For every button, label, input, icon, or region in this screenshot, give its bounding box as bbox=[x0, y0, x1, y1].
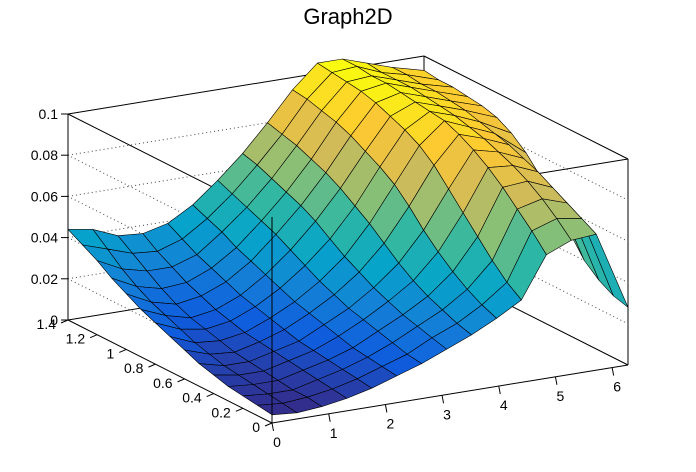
x-tick-label: 1 bbox=[330, 425, 338, 441]
x-tick bbox=[384, 404, 388, 413]
y-tick bbox=[177, 378, 185, 383]
x-tick-label: 2 bbox=[386, 416, 394, 432]
z-tick-label: 0.08 bbox=[31, 147, 58, 163]
x-tick bbox=[271, 422, 274, 432]
x-axis-ticks: 0 1 2 3 4 5 6 bbox=[271, 367, 621, 450]
y-tick bbox=[235, 407, 244, 412]
x-tick-label: 3 bbox=[443, 406, 451, 422]
x-tick-label: 4 bbox=[500, 397, 508, 413]
y-tick-label: 1.4 bbox=[37, 316, 57, 332]
y-axis-ticks: 0 0.2 0.4 0.6 0.8 1 1.2 1.4 bbox=[37, 316, 273, 435]
z-tick-label: 0.02 bbox=[31, 271, 58, 287]
y-tick-label: 0.2 bbox=[211, 404, 231, 420]
y-tick-label: 1.2 bbox=[66, 331, 86, 347]
chart-title: Graph2D bbox=[303, 4, 392, 29]
y-tick bbox=[148, 363, 156, 368]
z-tick-label: 0.06 bbox=[31, 188, 58, 204]
x-tick bbox=[441, 395, 445, 404]
z-tick-label: 0.04 bbox=[31, 230, 58, 246]
x-tick bbox=[498, 385, 501, 395]
y-tick-label: 0.6 bbox=[153, 375, 173, 391]
x-tick bbox=[328, 413, 331, 422]
z-axis-ticks: 0 0.02 0.04 0.06 0.08 0.1 bbox=[31, 106, 68, 328]
y-tick bbox=[89, 334, 98, 339]
y-tick-label: 0.8 bbox=[124, 360, 144, 376]
x-tick bbox=[611, 367, 615, 376]
y-tick-label: 0 bbox=[252, 419, 260, 435]
z-tick-label: 0 bbox=[50, 312, 58, 328]
x-tick bbox=[554, 376, 558, 385]
z-tick-label: 0.1 bbox=[39, 106, 59, 122]
front-frame bbox=[67, 114, 629, 424]
surface-cell bbox=[257, 402, 298, 416]
x-tick-label: 5 bbox=[557, 388, 565, 404]
x-tick-label: 0 bbox=[273, 434, 281, 450]
x-axis-line bbox=[271, 364, 629, 424]
y-tick-label: 0.4 bbox=[182, 390, 202, 406]
y-tick-label: 1 bbox=[106, 345, 114, 361]
y-axis-line bbox=[67, 319, 273, 424]
x-tick-label: 6 bbox=[613, 379, 621, 395]
surface-mesh bbox=[67, 58, 629, 416]
y-tick bbox=[264, 422, 273, 427]
back-edge bbox=[423, 55, 629, 160]
y-tick bbox=[119, 348, 127, 353]
y-tick bbox=[206, 393, 214, 398]
